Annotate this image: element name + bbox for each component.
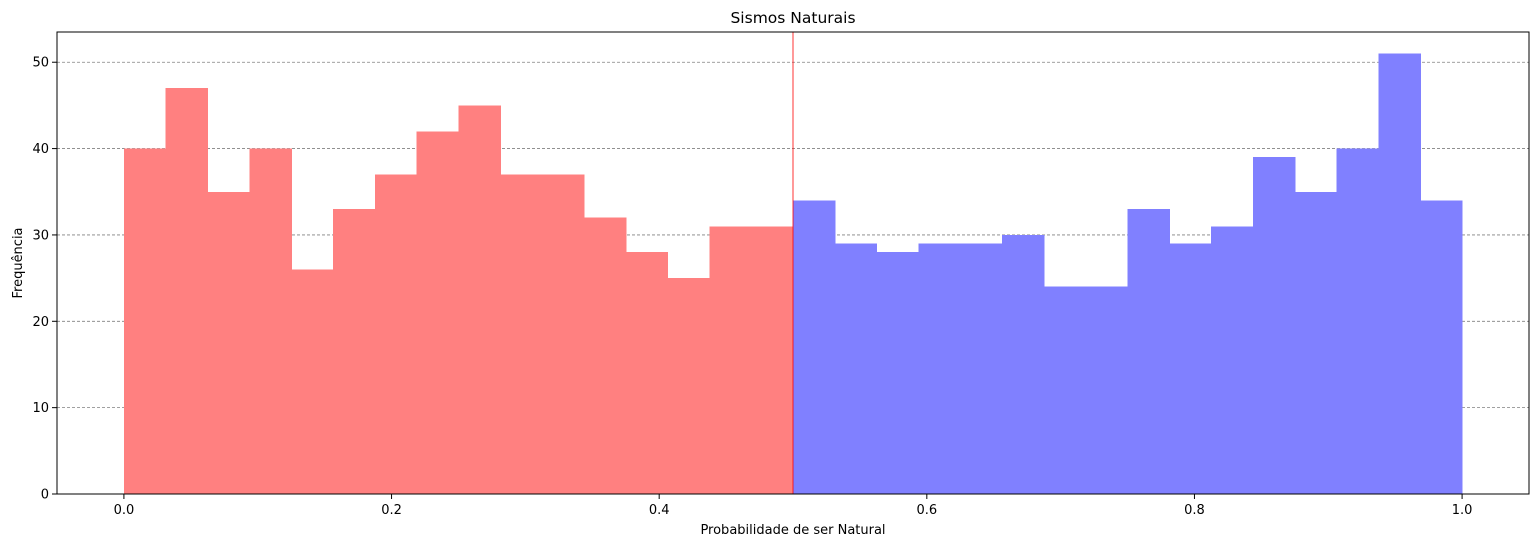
histogram-bar <box>793 200 836 494</box>
histogram-bar <box>500 174 543 495</box>
histogram-bar <box>583 217 627 494</box>
histogram-bar <box>960 243 1003 494</box>
y-tick-label: 30 <box>32 228 49 243</box>
histogram-bar <box>1085 286 1129 494</box>
chart-title: Sismos Naturais <box>730 9 855 27</box>
plot-frame <box>56 31 1530 495</box>
histogram-bar <box>1043 286 1087 494</box>
histogram-bar <box>1378 53 1421 495</box>
histogram-bar <box>1169 243 1212 494</box>
x-axis-ticks: 0.0 0.2 0.4 0.6 0.8 1.0 <box>114 494 1473 518</box>
histogram-bar <box>123 148 167 494</box>
histogram-bar <box>1002 234 1045 495</box>
y-tick-label: 50 <box>32 56 49 71</box>
histogram-bar <box>165 88 209 494</box>
histogram-bar <box>1336 148 1380 494</box>
histogram-bar <box>333 209 376 495</box>
y-axis-ticks: 0 10 20 30 40 50 <box>32 56 57 503</box>
histogram-bar <box>207 191 250 494</box>
x-tick-label: 0.6 <box>916 503 937 518</box>
histogram-bar <box>625 252 669 494</box>
histogram-bar <box>667 278 710 494</box>
histogram-bar <box>374 174 418 495</box>
histogram-bar <box>918 243 961 494</box>
x-tick-label: 1.0 <box>1452 503 1473 518</box>
y-tick-label: 10 <box>32 401 49 416</box>
histogram-bar <box>416 131 460 494</box>
histogram-bar <box>834 243 878 494</box>
x-tick-label: 0.8 <box>1184 503 1205 518</box>
histogram-bar <box>542 174 585 495</box>
y-tick-label: 40 <box>32 142 49 157</box>
histogram-bar <box>709 226 752 494</box>
y-axis-label: Frequência <box>11 227 26 298</box>
histogram-bar <box>1294 191 1338 494</box>
histogram-bar <box>291 269 334 494</box>
histogram-bar <box>876 252 920 494</box>
x-axis-label: Probabilidade de ser Natural <box>700 523 885 538</box>
histogram-bar <box>1420 200 1463 494</box>
histogram-bar <box>1253 157 1296 494</box>
x-tick-label: 0.4 <box>649 503 670 518</box>
histogram-bar <box>751 226 794 494</box>
histogram-bars <box>123 53 1463 495</box>
histogram-bar <box>1211 226 1254 494</box>
histogram-bar <box>1127 209 1170 495</box>
x-tick-label: 0.0 <box>114 503 135 518</box>
x-tick-label: 0.2 <box>381 503 402 518</box>
y-tick-label: 0 <box>41 488 49 503</box>
y-tick-label: 20 <box>32 315 49 330</box>
histogram-bar <box>249 148 292 494</box>
histogram-bar <box>458 105 501 495</box>
